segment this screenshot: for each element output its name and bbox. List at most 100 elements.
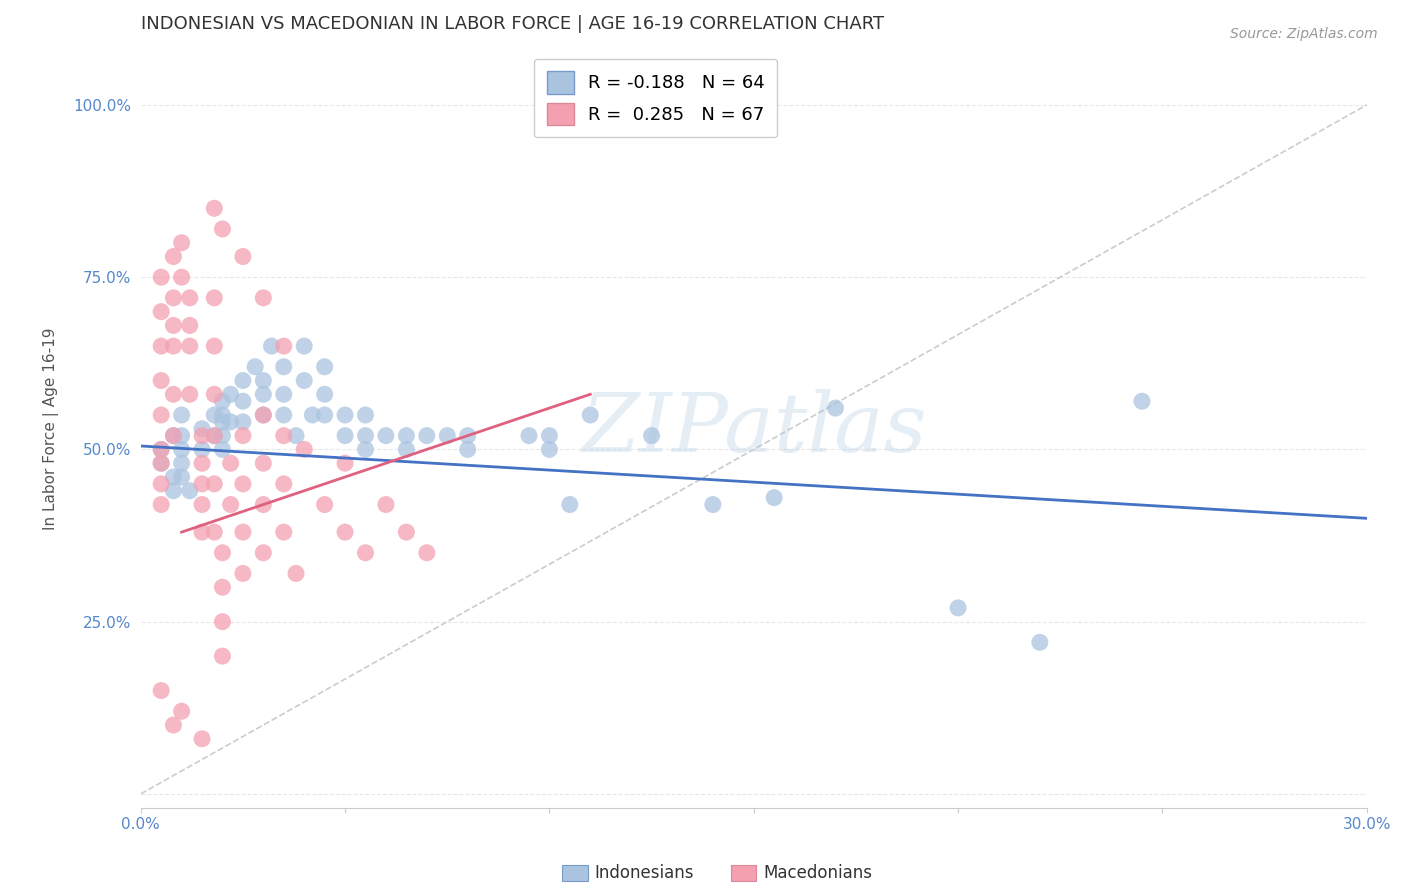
Text: INDONESIAN VS MACEDONIAN IN LABOR FORCE | AGE 16-19 CORRELATION CHART: INDONESIAN VS MACEDONIAN IN LABOR FORCE … <box>141 15 884 33</box>
Point <box>191 456 214 470</box>
Point <box>191 498 214 512</box>
Point <box>211 408 233 422</box>
Point <box>162 291 184 305</box>
Point <box>285 428 308 442</box>
Point <box>232 566 254 581</box>
Point <box>150 374 173 388</box>
Point <box>314 498 336 512</box>
Point <box>252 456 274 470</box>
Point <box>232 415 254 429</box>
Point <box>170 428 193 442</box>
Point <box>202 525 225 540</box>
Point <box>374 428 396 442</box>
Point <box>202 428 225 442</box>
Point <box>211 649 233 664</box>
Point <box>395 428 418 442</box>
Point <box>179 339 201 353</box>
Point <box>333 525 356 540</box>
Point <box>202 476 225 491</box>
Point <box>162 483 184 498</box>
Point <box>354 546 377 560</box>
Point <box>252 546 274 560</box>
Point <box>232 394 254 409</box>
Point <box>162 387 184 401</box>
Point <box>946 600 969 615</box>
Point <box>191 731 214 746</box>
Point <box>170 470 193 484</box>
Point <box>191 525 214 540</box>
Point <box>232 428 254 442</box>
Point <box>150 456 173 470</box>
Point <box>538 442 561 457</box>
Point <box>314 408 336 422</box>
Y-axis label: In Labor Force | Age 16-19: In Labor Force | Age 16-19 <box>44 327 59 530</box>
Point <box>179 291 201 305</box>
Point <box>579 408 602 422</box>
Point <box>211 546 233 560</box>
Point <box>232 476 254 491</box>
Point <box>436 428 458 442</box>
Point <box>219 498 242 512</box>
Point <box>273 387 295 401</box>
Point <box>252 498 274 512</box>
Point <box>150 683 173 698</box>
Point <box>395 525 418 540</box>
Point <box>354 442 377 457</box>
Point <box>150 270 173 285</box>
Point <box>162 718 184 732</box>
Point <box>211 615 233 629</box>
Point <box>170 456 193 470</box>
Point <box>211 580 233 594</box>
Point <box>150 408 173 422</box>
Point <box>314 387 336 401</box>
Point <box>191 442 214 457</box>
Point <box>252 408 274 422</box>
Point <box>824 401 846 415</box>
Point <box>179 387 201 401</box>
Point <box>273 339 295 353</box>
Point <box>273 408 295 422</box>
Point <box>219 387 242 401</box>
Point <box>252 291 274 305</box>
Point <box>232 525 254 540</box>
Point <box>162 318 184 333</box>
Point <box>333 428 356 442</box>
Point <box>162 428 184 442</box>
Point <box>219 415 242 429</box>
Point <box>150 339 173 353</box>
Point <box>538 428 561 442</box>
Point <box>333 408 356 422</box>
Point <box>211 415 233 429</box>
Point <box>150 304 173 318</box>
Point <box>211 222 233 236</box>
Point <box>763 491 786 505</box>
Point <box>211 394 233 409</box>
Point <box>179 483 201 498</box>
Point <box>457 442 479 457</box>
Point <box>150 456 173 470</box>
Point <box>314 359 336 374</box>
Point <box>354 428 377 442</box>
Point <box>252 387 274 401</box>
Point <box>211 442 233 457</box>
Point <box>395 442 418 457</box>
Point <box>202 428 225 442</box>
Point <box>354 408 377 422</box>
Point <box>273 359 295 374</box>
Point <box>202 291 225 305</box>
Text: Indonesians: Indonesians <box>595 864 695 882</box>
Point <box>232 374 254 388</box>
Point <box>170 270 193 285</box>
Point <box>252 408 274 422</box>
Point <box>150 442 173 457</box>
Text: Source: ZipAtlas.com: Source: ZipAtlas.com <box>1230 27 1378 41</box>
Point <box>232 250 254 264</box>
Point <box>558 498 581 512</box>
Point <box>260 339 283 353</box>
Point <box>333 456 356 470</box>
Point <box>202 387 225 401</box>
Point <box>150 476 173 491</box>
Point <box>292 374 315 388</box>
Point <box>150 442 173 457</box>
Point <box>457 428 479 442</box>
